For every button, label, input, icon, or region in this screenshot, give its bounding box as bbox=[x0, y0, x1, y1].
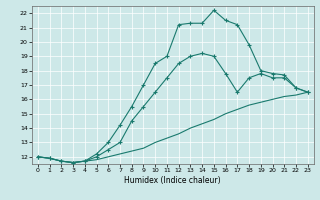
X-axis label: Humidex (Indice chaleur): Humidex (Indice chaleur) bbox=[124, 176, 221, 185]
